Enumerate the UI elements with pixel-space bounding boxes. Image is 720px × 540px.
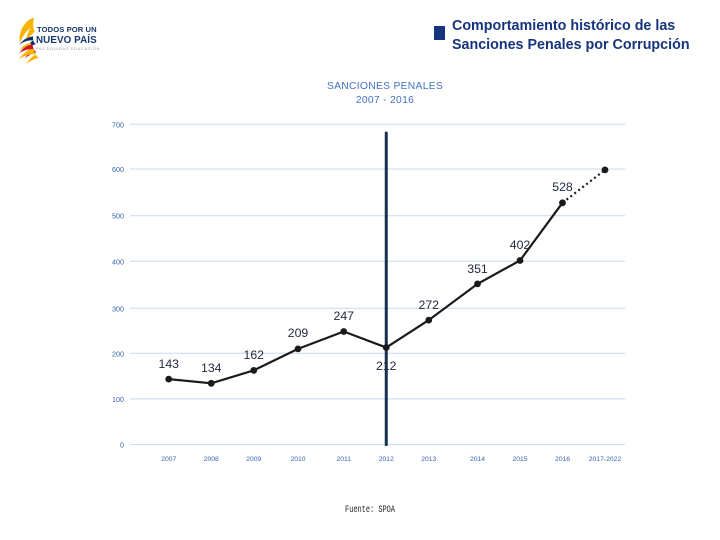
svg-text:209: 209 xyxy=(288,326,309,340)
svg-text:2017-2022: 2017-2022 xyxy=(589,456,622,463)
svg-text:212: 212 xyxy=(376,359,397,373)
svg-text:700: 700 xyxy=(112,120,124,129)
svg-text:162: 162 xyxy=(243,348,264,362)
svg-text:2011: 2011 xyxy=(336,456,351,463)
svg-text:143: 143 xyxy=(158,357,179,371)
svg-text:400: 400 xyxy=(112,257,124,266)
svg-text:2007: 2007 xyxy=(161,456,176,463)
svg-text:2014: 2014 xyxy=(470,456,485,463)
svg-text:2008: 2008 xyxy=(204,456,219,463)
svg-text:100: 100 xyxy=(112,395,124,404)
svg-text:300: 300 xyxy=(112,304,124,313)
svg-text:2016: 2016 xyxy=(555,456,570,463)
svg-text:0: 0 xyxy=(120,441,124,450)
svg-text:600: 600 xyxy=(112,165,124,174)
svg-text:247: 247 xyxy=(333,309,354,323)
svg-text:500: 500 xyxy=(112,212,124,221)
svg-text:2012: 2012 xyxy=(379,456,394,463)
svg-text:2010: 2010 xyxy=(290,456,305,463)
svg-text:351: 351 xyxy=(467,262,488,276)
svg-text:134: 134 xyxy=(201,361,222,375)
svg-text:200: 200 xyxy=(112,349,124,358)
svg-text:2015: 2015 xyxy=(512,456,527,463)
svg-text:402: 402 xyxy=(510,238,531,252)
svg-text:2013: 2013 xyxy=(421,456,436,463)
svg-text:272: 272 xyxy=(418,298,439,312)
svg-text:528: 528 xyxy=(552,180,573,194)
svg-text:2009: 2009 xyxy=(246,456,261,463)
